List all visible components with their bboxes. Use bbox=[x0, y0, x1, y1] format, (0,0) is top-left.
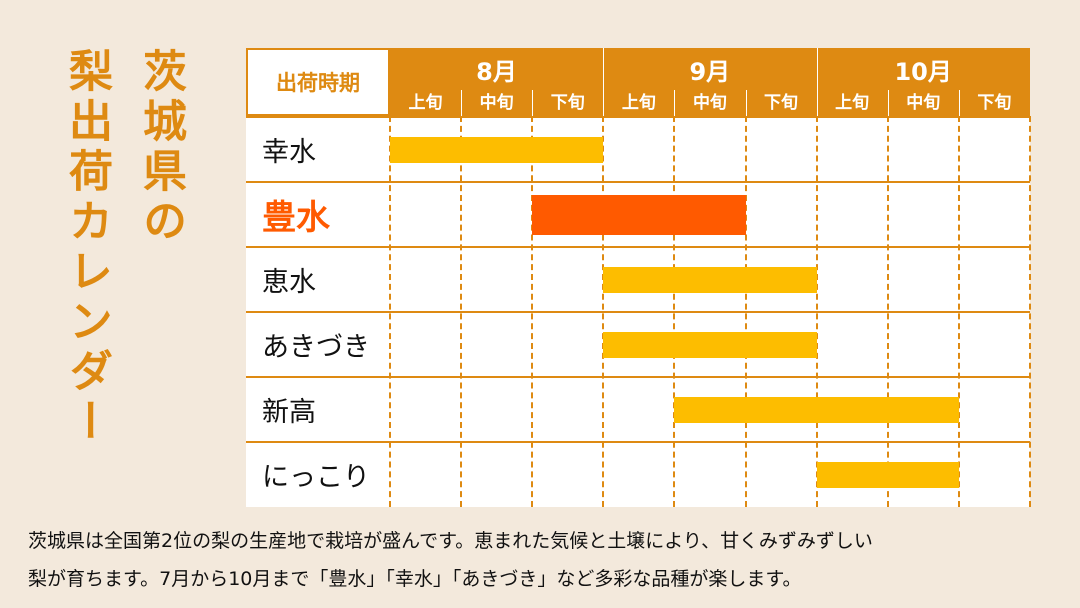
shipping-bar bbox=[532, 194, 746, 235]
variety-label: 豊水 bbox=[262, 198, 330, 238]
variety-label: 恵水 bbox=[262, 267, 316, 298]
period-label: 下旬 bbox=[550, 93, 585, 113]
period-divider bbox=[958, 90, 960, 116]
period-divider bbox=[532, 90, 534, 116]
table-row: 豊水 bbox=[246, 181, 1030, 246]
shipping-bar bbox=[603, 331, 817, 358]
period-label: 上旬 bbox=[408, 93, 443, 113]
month-label: 8月 bbox=[476, 58, 517, 86]
variety-label: あきづき bbox=[262, 332, 370, 363]
shipping-bar bbox=[816, 461, 959, 488]
shipping-bar bbox=[674, 396, 959, 423]
table-row: 新高 bbox=[246, 376, 1030, 441]
variety-label: にっこり bbox=[262, 462, 370, 493]
shipping-calendar-chart: 出荷時期 8月 9月 10月上旬 中旬 下旬 上旬 中旬 下旬 上旬 中旬 下旬 幸水豊水恵水あきづ… bbox=[246, 48, 1031, 507]
period-label: 中旬 bbox=[692, 93, 727, 113]
chart-header: 8月 9月 10月上旬 中旬 下旬 上旬 中旬 下旬 上旬 中旬 下旬 bbox=[390, 48, 1030, 116]
title-line2: 梨出荷カレンダー bbox=[61, 48, 112, 448]
month-label: 10月 bbox=[894, 58, 952, 86]
month-divider bbox=[603, 48, 605, 116]
period-label: 中旬 bbox=[479, 93, 514, 113]
period-divider bbox=[887, 90, 889, 116]
period-divider bbox=[674, 90, 676, 116]
shipping-bar bbox=[390, 136, 604, 163]
grid-line bbox=[1029, 116, 1031, 507]
period-label: 中旬 bbox=[906, 93, 941, 113]
shipping-bar bbox=[603, 266, 817, 293]
period-divider bbox=[745, 90, 747, 116]
table-row: 幸水 bbox=[246, 116, 1030, 181]
table-row: 恵水 bbox=[246, 246, 1030, 311]
table-row: あきづき bbox=[246, 311, 1030, 376]
period-label: 上旬 bbox=[621, 93, 656, 113]
period-label: 下旬 bbox=[977, 93, 1012, 113]
table-row: にっこり bbox=[246, 441, 1030, 506]
variety-label: 新高 bbox=[262, 397, 316, 428]
title-line1: 茨城県の bbox=[135, 48, 186, 248]
period-label: 下旬 bbox=[764, 93, 799, 113]
description-line2: 梨が育ちます。7月から10月まで「豊水」「幸水」「あきづき」など多彩な品種が楽し… bbox=[28, 568, 802, 590]
month-divider bbox=[816, 48, 818, 116]
month-label: 9月 bbox=[689, 58, 731, 86]
corner-label: 出荷時期 bbox=[246, 48, 390, 116]
period-label: 上旬 bbox=[835, 93, 870, 113]
period-divider bbox=[461, 90, 463, 116]
variety-label: 幸水 bbox=[262, 137, 316, 168]
description-line1: 茨城県は全国第2位の梨の生産地で栽培が盛んです。恵まれた気候と土壌により、甘くみ… bbox=[28, 530, 873, 552]
